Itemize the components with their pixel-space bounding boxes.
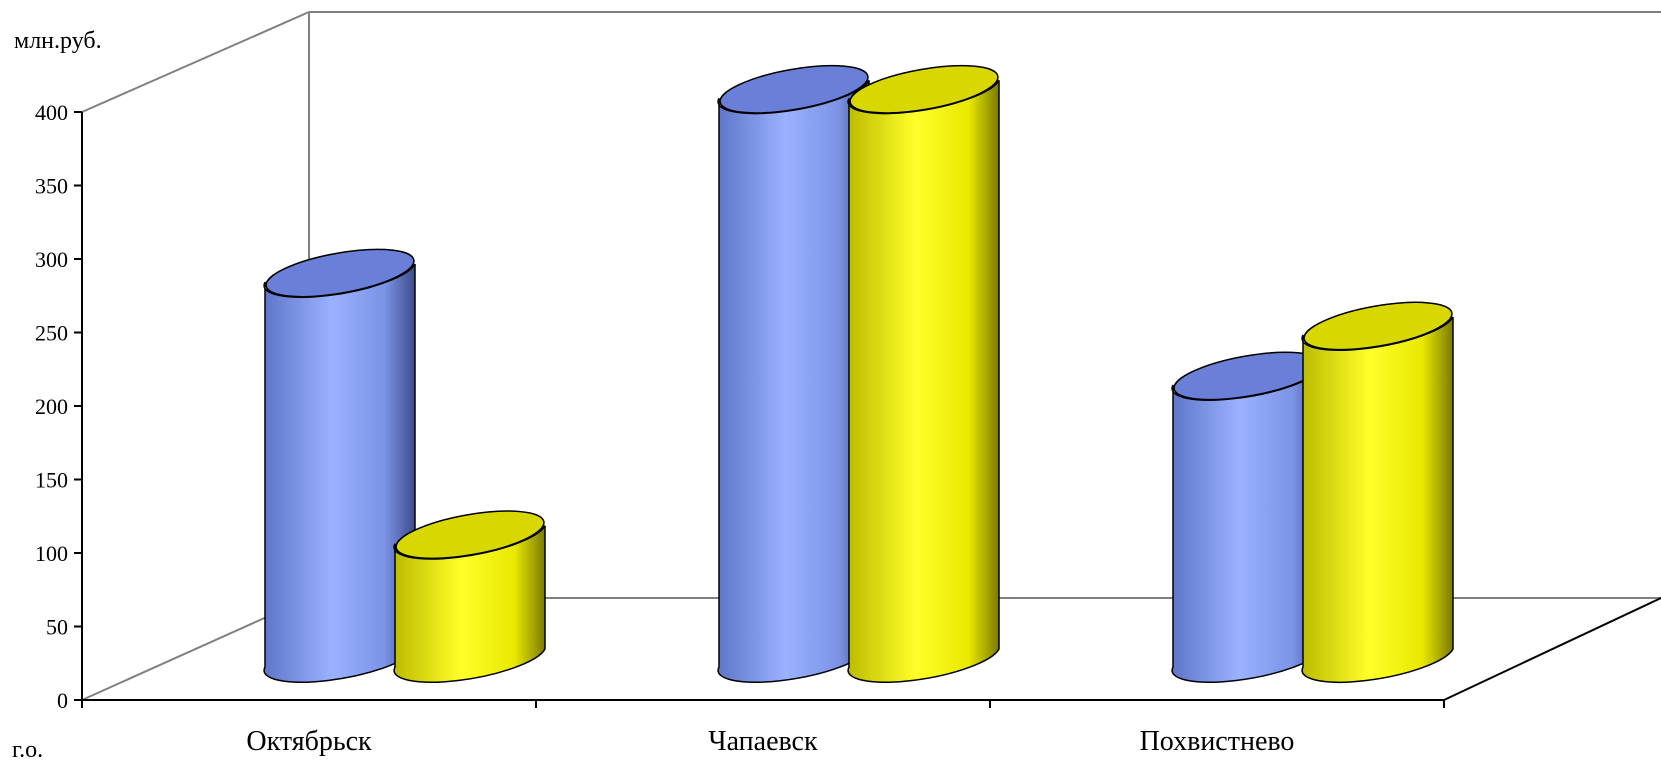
y-tick-label: 350 <box>35 174 68 199</box>
bar-body <box>1172 367 1323 682</box>
x-tick-label: Чапаевск <box>708 726 818 757</box>
bar-body <box>264 264 415 682</box>
y-ticks: 0 50 100 150 200 250 300 350 400 <box>35 100 82 713</box>
y-axis-label: млн.руб. <box>14 28 102 54</box>
y-tick-label: 300 <box>35 247 68 272</box>
y-tick-label: 50 <box>46 615 68 640</box>
y-tick-label: 100 <box>35 541 68 566</box>
y-tick-label: 0 <box>57 688 68 713</box>
y-tick-label: 400 <box>35 100 68 125</box>
x-tick-label: Октябрьск <box>246 726 372 757</box>
x-axis-label: г.о. <box>12 737 43 761</box>
bar-yellow-1 <box>847 57 1002 683</box>
bar-blue-0 <box>263 240 418 682</box>
frame-top-left-edge <box>82 12 309 112</box>
x-ticks: Октябрьск Чапаевск Похвистнево <box>82 700 1444 757</box>
x-tick-label: Похвистнево <box>1140 726 1295 757</box>
bar-body <box>718 80 869 682</box>
bar-body <box>848 80 999 682</box>
bar-yellow-2 <box>1301 293 1456 682</box>
y-tick-label: 200 <box>35 394 68 419</box>
bar-yellow-0 <box>393 502 548 682</box>
bar-blue-1 <box>717 57 872 683</box>
floor-right-edge <box>1444 598 1661 700</box>
bars <box>263 57 1456 683</box>
y-tick-label: 250 <box>35 321 68 346</box>
bar-blue-2 <box>1171 343 1326 682</box>
bar-body <box>1302 317 1453 682</box>
y-tick-label: 150 <box>35 468 68 493</box>
